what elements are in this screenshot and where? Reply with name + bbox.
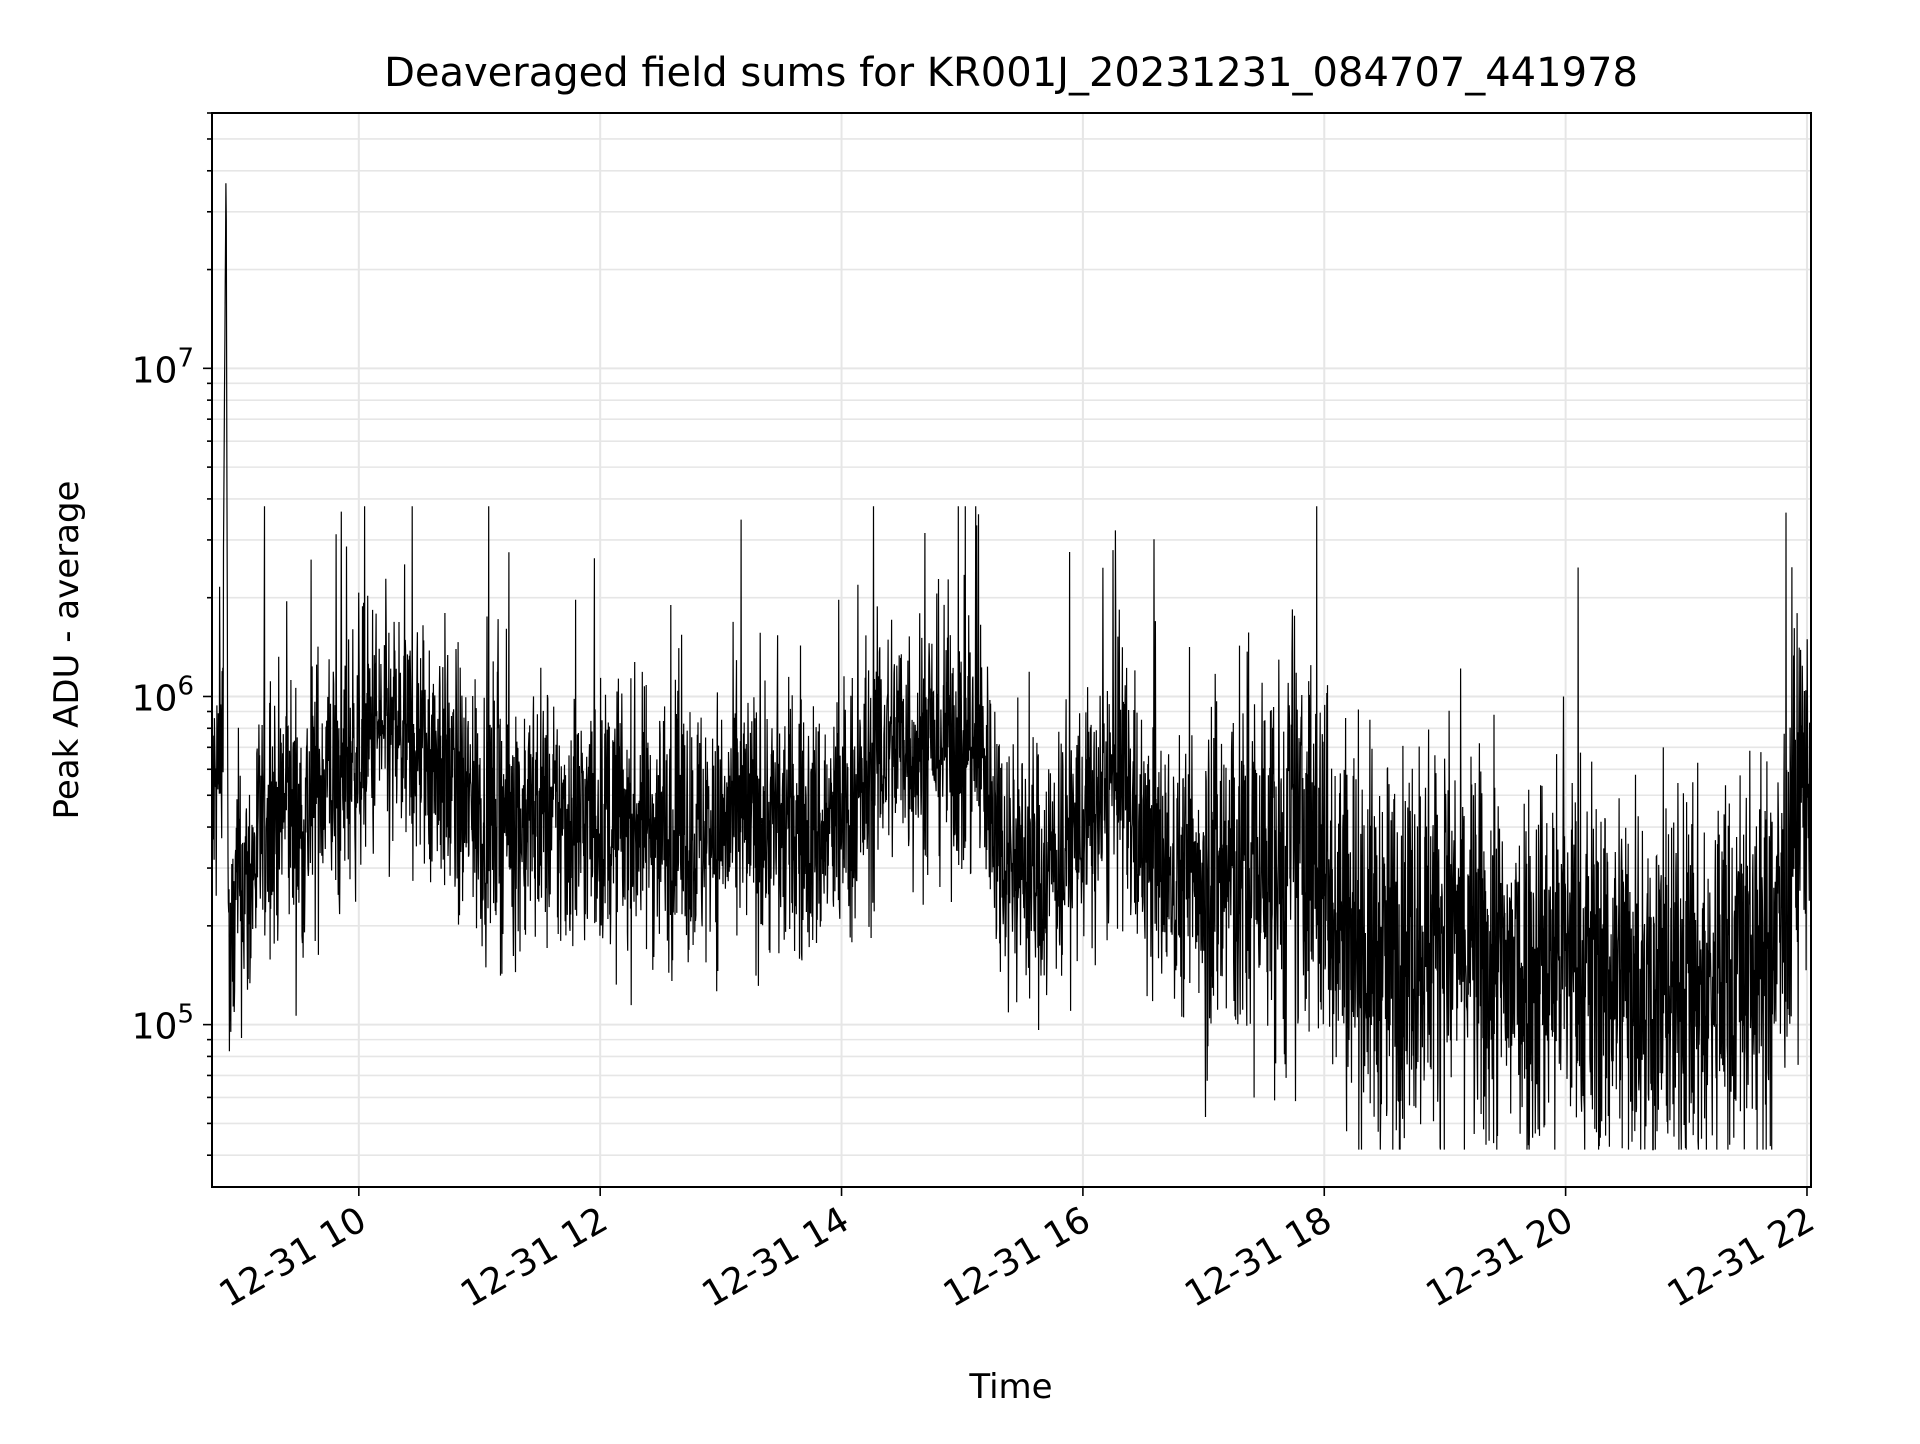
series-line: [211, 183, 1812, 1151]
series-layer: [211, 183, 1812, 1151]
y-tick-base: 10: [132, 350, 178, 391]
y-tick-label: 106: [132, 671, 194, 719]
y-tick-label: 105: [132, 1000, 194, 1048]
y-tick-base: 10: [132, 678, 178, 719]
y-tick-base: 10: [132, 1007, 178, 1048]
y-tick-exponent: 7: [177, 343, 194, 373]
chart-title: Deaveraged field sums for KR001J_2023123…: [384, 50, 1638, 96]
y-tick-label: 107: [132, 343, 194, 391]
y-tick-exponent: 5: [177, 1000, 194, 1030]
y-tick-exponent: 6: [177, 671, 194, 701]
x-axis-label: Time: [968, 1367, 1052, 1407]
plot-frame: [211, 112, 1812, 1188]
y-axis-label: Peak ADU - average: [47, 481, 87, 820]
